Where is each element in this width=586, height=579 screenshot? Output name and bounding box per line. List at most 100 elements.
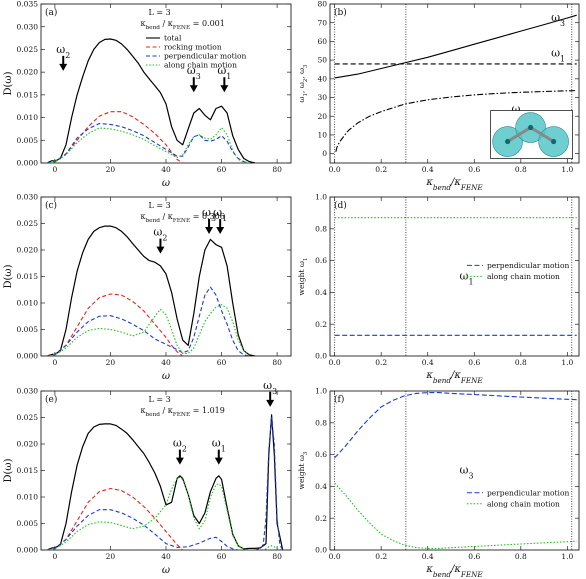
- series-line-total: [46, 414, 284, 550]
- arrow-head: [59, 63, 68, 71]
- arrow-label: ω3: [187, 64, 201, 81]
- annotation-chain-length: L = 3: [149, 395, 171, 404]
- series-line-along-chain-motion: [46, 304, 250, 356]
- arrow-head: [216, 227, 225, 235]
- arrow-label: ω3: [202, 206, 216, 223]
- panel-f: 0.0 0.2 0.4 0.6 0.8 1.0 0.0 0.2 0.4 0.6 0.8 1.0 (f) κ…: [297, 387, 580, 579]
- mode-arrow: ω2: [56, 43, 70, 71]
- y-tick-label: 0.8: [315, 224, 327, 233]
- bead-center: [528, 124, 534, 131]
- y-tick-label: 0: [322, 149, 327, 158]
- legend-entry: along chain motion: [487, 499, 560, 508]
- y-tick-label: 0.020: [17, 246, 39, 255]
- series-group: [46, 414, 284, 550]
- series-group: [334, 392, 577, 549]
- x-tick-label: 0.4: [422, 165, 434, 174]
- annotation-stiffness-ratio: κbend / κFENE = 1.019: [141, 406, 225, 418]
- y-axis-title: D(ω): [3, 458, 14, 482]
- x-tick-label: 0.0: [329, 358, 341, 367]
- x-tick-label: 0.4: [422, 552, 434, 561]
- panel-a: 0 20 40 60 80 0.000 0.005 0.010 0.015 0.020 0.025 0…: [3, 0, 292, 189]
- y-tick-label: 40: [317, 74, 327, 83]
- mode-arrow: ω1: [217, 64, 231, 93]
- x-tick-label: 80: [272, 165, 282, 174]
- annotation-stiffness-ratio: κbend / κFENE = 0.306: [141, 212, 225, 224]
- panel-label: (a): [45, 7, 57, 18]
- x-tick-label: 0: [52, 552, 57, 561]
- x-tick-label: 0.6: [468, 358, 480, 367]
- x-tick-label: 0.2: [375, 552, 387, 561]
- series-group: [46, 225, 256, 356]
- series-line-along-chain-motion: [334, 482, 577, 549]
- y-tick-label: 0.000: [17, 352, 39, 361]
- legend-entry: along chain motion: [487, 272, 560, 281]
- panel-label: (f): [334, 394, 344, 405]
- arrow-head: [266, 399, 275, 407]
- series-line-total: [46, 38, 256, 163]
- x-tick-label: 0: [52, 358, 57, 367]
- y-tick-label: 30: [317, 93, 327, 102]
- y-tick-label: 0.8: [315, 418, 327, 427]
- mode-arrow: ω1: [212, 437, 226, 465]
- x-axis-title: ω: [162, 371, 170, 382]
- y-tick-label: 0.0: [315, 352, 327, 361]
- legend-entry: perpendicular motion: [164, 52, 247, 61]
- x-tick-label: 40: [161, 552, 171, 561]
- panel-d: 0.0 0.2 0.4 0.6 0.8 1.0 0.0 0.2 0.4 0.6 0.8 1.0 (d) κ…: [297, 193, 580, 385]
- y-tick-label: 0.6: [315, 256, 327, 265]
- panel-label: (c): [45, 200, 57, 211]
- y-tick-label: 0.030: [17, 22, 39, 31]
- series-line-rocking-motion: [46, 293, 184, 356]
- y-tick-label: 0.005: [17, 136, 39, 145]
- y-axis-title: weight ω3: [297, 451, 309, 489]
- x-tick-label: 0.6: [468, 552, 480, 561]
- series-line-perpendicular-motion: [46, 416, 284, 550]
- y-tick-label: 50: [317, 56, 327, 65]
- y-tick-label: 0.000: [17, 159, 39, 168]
- legend-entry: perpendicular motion: [487, 488, 570, 497]
- arrow-label: ω2: [173, 437, 187, 454]
- y-tick-label: 0.0: [315, 546, 327, 555]
- arrow-head: [220, 85, 229, 93]
- arrow-label: ω2: [56, 43, 70, 60]
- y-tick-label: 0.030: [17, 193, 39, 202]
- x-tick-label: 20: [106, 358, 116, 367]
- y-tick-label: 0.015: [17, 272, 39, 281]
- panel-c: 0 20 40 60 80 0.000 0.005 0.010 0.015 0.020 0.025 0…: [3, 193, 292, 382]
- mode-arrow: ω1: [213, 206, 227, 235]
- x-axis-title: κbend/κFENE: [425, 177, 483, 192]
- y-tick-label: 10: [317, 131, 327, 140]
- y-tick-label: 0.4: [315, 482, 327, 491]
- y-tick-label: 0.020: [17, 68, 39, 77]
- y-tick-label: 0.015: [17, 90, 39, 99]
- x-tick-label: 40: [161, 165, 171, 174]
- y-axis-title: weight ω1: [297, 258, 309, 296]
- y-tick-label: 0.015: [17, 466, 39, 475]
- series-group: [334, 217, 577, 336]
- series-line-total: [46, 225, 256, 356]
- mode-arrow: ω2: [153, 226, 167, 254]
- y-tick-label: 0.010: [17, 493, 39, 502]
- mode-label: ω1: [459, 270, 473, 287]
- x-tick-label: 0.2: [375, 165, 387, 174]
- y-tick-label: 0.6: [315, 450, 327, 459]
- y-axis-title: ω1, ω2, ω3: [297, 64, 309, 103]
- series-line-perpendicular-motion: [334, 392, 577, 459]
- y-tick-label: 0.025: [17, 413, 39, 422]
- plot-frame: [329, 3, 580, 164]
- mode-arrow: ω2: [173, 437, 187, 465]
- plot-frame: [329, 196, 580, 357]
- bead-center: [551, 138, 557, 145]
- y-tick-label: 1.0: [315, 387, 327, 396]
- x-axis-title: κbend/κFENE: [425, 370, 483, 385]
- x-tick-label: 60: [217, 358, 227, 367]
- series-line-along-chain-motion: [46, 127, 250, 163]
- legend-entry: total: [164, 34, 182, 43]
- annotation-stiffness-ratio: κbend / κFENE = 0.001: [141, 19, 225, 31]
- x-axis-title: ω: [162, 178, 170, 189]
- y-tick-label: 0.035: [17, 0, 39, 9]
- panel-label: (b): [334, 7, 347, 18]
- x-tick-label: 0.8: [515, 552, 527, 561]
- y-tick-label: 1.0: [315, 193, 327, 202]
